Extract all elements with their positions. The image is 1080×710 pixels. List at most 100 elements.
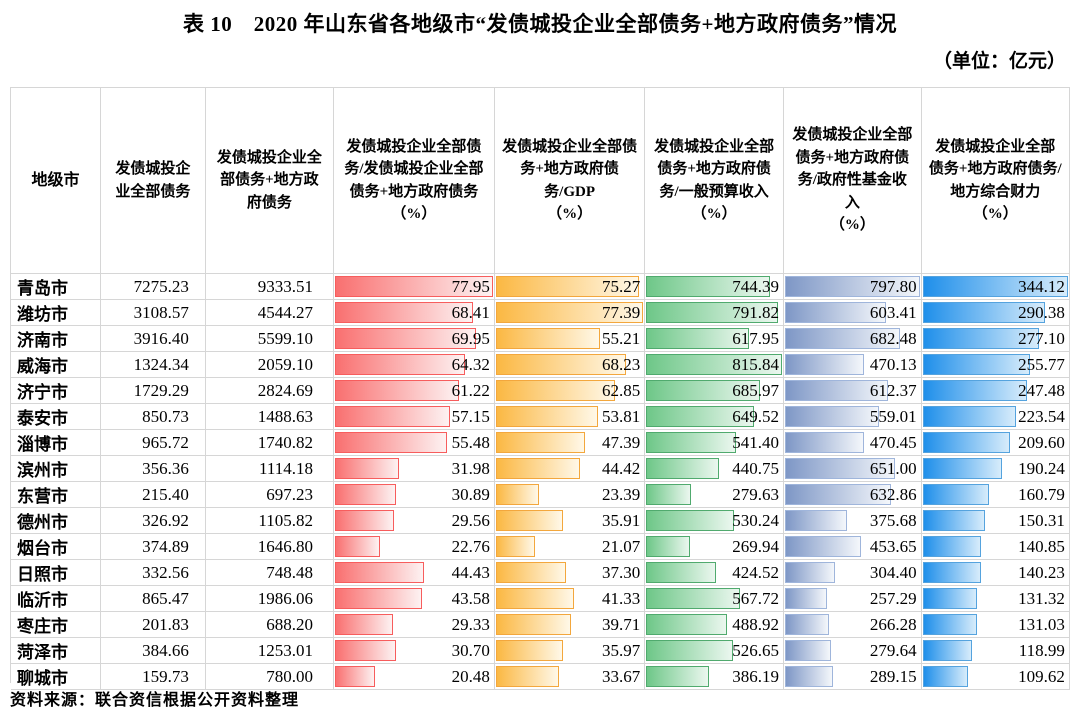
cell-value: 697.23 [205,482,334,508]
cell-value: 30.70 [451,640,490,660]
cell-value: 131.32 [1018,588,1065,608]
data-bar-cell: 53.81 [494,404,646,430]
data-bar [334,354,465,375]
data-bar-cell: 453.65 [784,534,922,560]
cell-value: 1324.34 [101,352,206,378]
data-bar [334,484,397,505]
data-bar-cell: 488.92 [645,612,784,638]
data-bar-cell: 541.40 [645,430,784,456]
data-bar [922,406,1017,427]
data-bar [922,458,1003,479]
city-cell: 日照市 [11,560,101,586]
city-cell: 聊城市 [11,664,101,690]
header-ratio-budget-unit: （%） [691,206,737,222]
data-bar-cell: 109.62 [921,664,1070,690]
cell-value: 255.77 [1018,354,1065,374]
cell-value: 1986.06 [205,586,334,612]
data-bar [922,614,977,635]
cell-value: 279.63 [732,484,779,504]
header-ratio-debt-share: 发债城投企业全部债务/发债城投企业全部债务+地方政府债务 （%） [333,88,495,274]
data-bar [334,666,375,687]
cell-value: 748.48 [205,560,334,586]
data-bar [785,614,829,635]
header-city-label: 地级市 [31,171,80,189]
data-bar-cell: 55.21 [494,326,646,352]
data-bar-cell: 44.42 [494,456,646,482]
data-bar-cell: 37.30 [494,560,646,586]
data-bar-cell: 21.07 [494,534,646,560]
table-row: 济宁市 1729.29 2824.69 61.22 62.85 685.97 612.37… [11,378,1070,404]
cell-value: 33.67 [602,666,641,686]
cell-value: 304.40 [869,562,917,582]
data-bar [785,380,888,401]
cell-value: 68.23 [602,354,641,374]
data-bar [646,276,770,297]
data-bar-cell: 140.85 [921,534,1070,560]
data-bar [334,432,447,453]
cell-value: 62.85 [602,380,641,400]
data-bar [495,302,644,323]
cell-value: 1253.01 [205,638,334,664]
data-bar-cell: 31.98 [333,456,495,482]
header-ratio-gdp: 发债城投企业全部债务+地方政府债务/GDP （%） [494,88,646,274]
data-bar-cell: 290.38 [921,300,1070,326]
cell-value: 3108.57 [101,300,206,326]
cell-value: 332.56 [101,560,206,586]
data-bar [495,614,571,635]
cell-value: 685.97 [732,380,779,400]
cell-value: 682.48 [869,328,917,348]
cell-value: 374.89 [101,534,206,560]
data-bar [334,302,474,323]
data-bar-cell: 651.00 [784,456,922,482]
city-cell: 烟台市 [11,534,101,560]
cell-value: 29.56 [451,510,490,530]
city-cell: 滨州市 [11,456,101,482]
data-bar [785,562,836,583]
data-bar-cell: 41.33 [494,586,646,612]
data-bar-cell: 223.54 [921,404,1070,430]
cell-value: 744.39 [732,276,779,296]
data-bar [785,432,864,453]
data-bar-cell: 344.12 [921,274,1070,300]
cell-value: 69.95 [451,328,490,348]
cell-value: 2824.69 [205,378,334,404]
cell-value: 35.97 [602,640,641,660]
data-bar [785,536,861,557]
cell-value: 649.52 [732,406,779,426]
cell-value: 791.82 [732,302,779,322]
table-row: 滨州市 356.36 1114.18 31.98 44.42 440.75 651.00 1… [11,456,1070,482]
cell-value: 201.83 [101,612,206,638]
data-bar-cell: 30.89 [333,482,495,508]
table-row: 临沂市 865.47 1986.06 43.58 41.33 567.72 257.29 1… [11,586,1070,612]
data-bar [334,536,380,557]
cell-value: 7275.23 [101,274,206,300]
data-bar-cell: 64.32 [333,352,495,378]
cell-value: 55.48 [451,432,490,452]
data-bar [646,484,692,505]
data-bar-cell: 277.10 [921,326,1070,352]
cell-value: 209.60 [1018,432,1065,452]
data-bar [334,588,423,609]
cell-value: 140.85 [1018,536,1065,556]
city-cell: 威海市 [11,352,101,378]
data-bar [334,640,396,661]
data-bar-cell: 815.84 [645,352,784,378]
data-bar-cell: 603.41 [784,300,922,326]
header-ratio-fiscal-label: 发债城投企业全部债务+地方政府债务/地方综合财力 [928,138,1062,200]
cell-value: 109.62 [1018,666,1065,686]
data-bar [785,510,848,531]
data-bar [334,510,394,531]
cell-value: 44.43 [451,562,490,582]
data-bar [785,302,887,323]
data-bar [646,432,736,453]
city-cell: 东营市 [11,482,101,508]
cell-value: 797.80 [869,276,917,296]
cell-value: 526.65 [732,640,779,660]
data-bar [922,276,1068,297]
header-ratio-fiscal: 发债城投企业全部债务+地方政府债务/地方综合财力 （%） [921,88,1070,274]
cell-value: 22.76 [451,536,490,556]
data-bar [922,510,985,531]
header-ratio-gdp-label: 发债城投企业全部债务+地方政府债务/GDP [502,138,638,200]
cell-value: 865.47 [101,586,206,612]
data-bar-cell: 77.95 [333,274,495,300]
